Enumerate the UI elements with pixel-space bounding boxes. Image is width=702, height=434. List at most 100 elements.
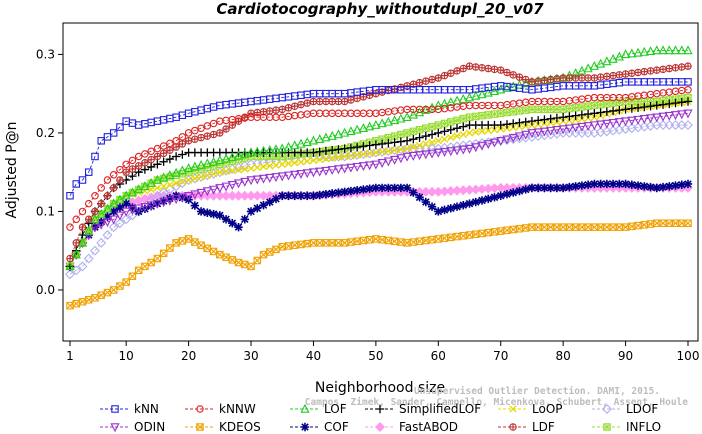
x-tick-label: 90 bbox=[618, 349, 633, 363]
series-point-inflo bbox=[453, 116, 461, 125]
legend-marker-ldf bbox=[509, 423, 517, 431]
series-point-odin bbox=[508, 133, 518, 143]
series-point-cof bbox=[633, 181, 643, 190]
series-point-simplifiedlof bbox=[583, 109, 593, 119]
series-point-ldf bbox=[97, 199, 105, 208]
series-point-kdeos bbox=[147, 258, 155, 267]
series-point-lof bbox=[596, 58, 606, 68]
series-point-inflo bbox=[503, 108, 511, 117]
series-point-simplifiedlof bbox=[496, 120, 505, 130]
series-point-ldf bbox=[609, 71, 617, 80]
series-point-loop bbox=[222, 167, 230, 176]
series-point-ldf bbox=[465, 62, 474, 70]
series-point-lof bbox=[140, 181, 150, 191]
series-point-cof bbox=[509, 188, 518, 197]
legend-label-cof: COF bbox=[324, 420, 349, 434]
series-point-simplifiedlof bbox=[315, 147, 324, 156]
series-point-cof bbox=[558, 183, 568, 193]
series-point-ldf bbox=[440, 71, 449, 80]
series-point-odin bbox=[471, 143, 481, 153]
x-tick-label: 40 bbox=[306, 349, 321, 363]
legend: kNN kNNW LOF SimplifiedLOF LoOP LDOF ODIN KDEOS… bbox=[100, 402, 661, 434]
series-point-cof bbox=[565, 182, 574, 192]
series-point-ldf bbox=[172, 143, 180, 151]
series-point-knnw bbox=[97, 184, 105, 192]
series-point-odin bbox=[514, 132, 525, 142]
series-point-odin bbox=[184, 191, 194, 201]
series-point-cof bbox=[577, 181, 587, 190]
series-point-simplifiedlof bbox=[509, 119, 518, 128]
series-point-odin bbox=[271, 173, 281, 183]
series-point-ldf bbox=[678, 63, 686, 71]
series-point-kdeos bbox=[191, 238, 199, 246]
series-point-ldf bbox=[621, 70, 630, 78]
series-point-lof bbox=[602, 56, 612, 66]
x-tick-label: 30 bbox=[243, 349, 258, 363]
series-point-simplifiedlof bbox=[178, 150, 187, 159]
series-point-lof bbox=[620, 49, 631, 59]
series-point-ldf bbox=[490, 65, 499, 74]
series-point-inflo bbox=[521, 106, 530, 114]
series-point-odin bbox=[196, 188, 206, 198]
series-point-simplifiedlof bbox=[683, 97, 693, 106]
series-point-cof bbox=[571, 182, 580, 191]
series-point-ldf bbox=[534, 77, 542, 85]
series-point-lof bbox=[627, 48, 637, 58]
series-point-ldf bbox=[128, 165, 137, 173]
series-point-odin bbox=[190, 190, 200, 200]
series-point-ldf bbox=[122, 168, 130, 176]
legend-label-odin: ODIN bbox=[134, 420, 165, 434]
series-point-simplifiedlof bbox=[415, 133, 424, 142]
series-point-lof bbox=[134, 184, 144, 194]
series-point-lof bbox=[677, 45, 687, 55]
series-point-ldf bbox=[147, 155, 155, 164]
series-point-lof bbox=[71, 249, 81, 259]
series-point-odin bbox=[427, 149, 437, 159]
series-point-knn bbox=[72, 180, 80, 188]
series-point-cof bbox=[334, 188, 343, 197]
series-point-lof bbox=[277, 143, 287, 153]
series-point-simplifiedlof bbox=[434, 128, 443, 138]
series-point-ldf bbox=[347, 96, 355, 104]
series-point-odin bbox=[677, 110, 687, 120]
series-point-kdeos bbox=[621, 223, 630, 231]
series-point-ldf bbox=[322, 97, 330, 106]
legend-label-knnw: kNNW bbox=[219, 402, 256, 416]
series-point-ldf bbox=[515, 73, 524, 81]
series-point-odin bbox=[102, 218, 113, 228]
series-point-ldf bbox=[103, 191, 112, 200]
series-point-lof bbox=[408, 109, 418, 119]
series-point-cof bbox=[209, 209, 218, 219]
series-point-lof bbox=[483, 87, 493, 97]
legend-marker-fastabod bbox=[375, 422, 385, 432]
series-point-odin bbox=[496, 137, 506, 146]
series-point-odin bbox=[446, 147, 456, 157]
series-point-odin bbox=[333, 165, 344, 175]
series-point-odin bbox=[552, 126, 562, 135]
series-point-ldf bbox=[472, 63, 480, 71]
legend-label-inflo: INFLO bbox=[626, 420, 661, 434]
series-point-odin bbox=[658, 112, 668, 122]
series-point-simplifiedlof bbox=[590, 109, 599, 118]
series-point-simplifiedlof bbox=[652, 101, 661, 110]
series-point-loop bbox=[359, 150, 368, 158]
series-point-kdeos bbox=[253, 256, 262, 265]
series-point-odin bbox=[146, 201, 156, 211]
series-point-odin bbox=[277, 172, 287, 182]
series-point-knnw bbox=[78, 207, 87, 216]
series-point-ldf bbox=[334, 97, 343, 106]
series-point-cof bbox=[590, 179, 599, 189]
series-ldf bbox=[66, 62, 692, 263]
series-point-lof bbox=[402, 112, 412, 121]
series-point-ldf bbox=[603, 72, 611, 81]
series-point-kdeos bbox=[272, 245, 280, 254]
series-point-knn bbox=[684, 78, 692, 86]
series-point-cof bbox=[246, 207, 256, 216]
series-point-ldf bbox=[628, 69, 636, 78]
series-point-cof bbox=[396, 183, 406, 193]
series-point-cof bbox=[109, 207, 118, 216]
series-point-inflo bbox=[422, 124, 430, 132]
series-point-ldof bbox=[683, 120, 693, 131]
series-point-simplifiedlof bbox=[427, 130, 437, 139]
series-point-odin bbox=[564, 124, 574, 134]
